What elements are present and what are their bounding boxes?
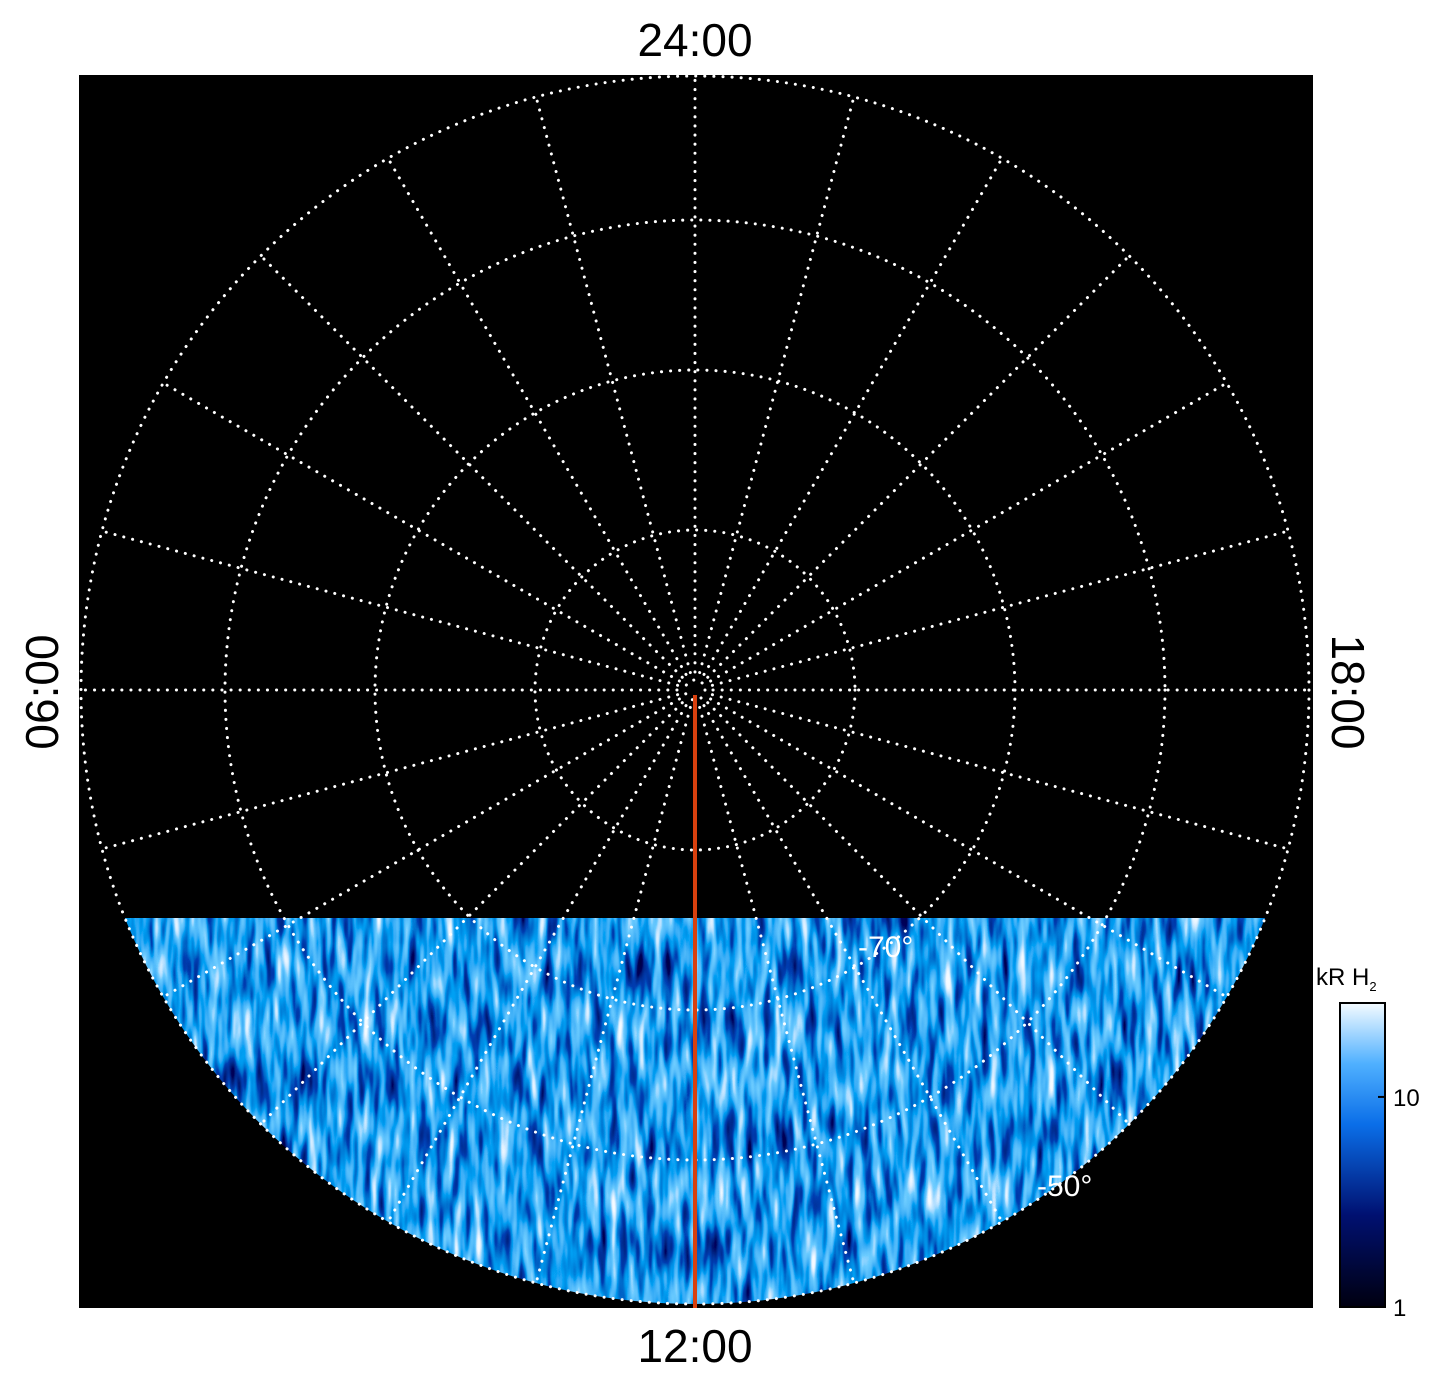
meridian [386,704,688,1224]
colorbar-title-text: kR H [1316,964,1369,991]
meridian [706,701,1131,1126]
label-bottom: 12:00 [637,1320,752,1372]
meridian [710,693,1290,851]
meridian [100,529,680,687]
meridian [259,701,684,1126]
meridian [709,697,1229,999]
meridian [259,254,684,679]
meridian [100,693,680,851]
meridian [702,704,1004,1224]
latitude-circle [683,678,707,702]
aurora-emission [81,918,1309,1304]
colorbar-tick-label: 1 [1393,1295,1406,1322]
colorbar-title: kR H2 [1316,964,1377,994]
label-top: 24:00 [637,14,752,66]
meridian [702,156,1004,676]
meridian [698,705,856,1285]
meridian [386,156,688,676]
meridian [534,705,692,1285]
label-left: 06:00 [16,634,68,749]
latitude-label: -50° [1037,1170,1092,1203]
colorbar [1339,1002,1386,1308]
meridian [709,381,1229,683]
colorbar-tick-label: 10 [1393,1085,1420,1112]
meridian [161,381,681,683]
latitude-label: -70° [858,931,913,964]
meridian [710,529,1290,687]
meridian [698,95,856,675]
meridian [534,95,692,675]
label-right: 18:00 [1322,634,1374,749]
latitude-circle [373,368,1017,1012]
colorbar-ticks: 1 10 [1378,1085,1420,1322]
meridian [706,254,1131,679]
latitude-circle [533,528,857,852]
meridian [161,697,681,999]
colorbar-title-subscript: 2 [1369,979,1376,994]
